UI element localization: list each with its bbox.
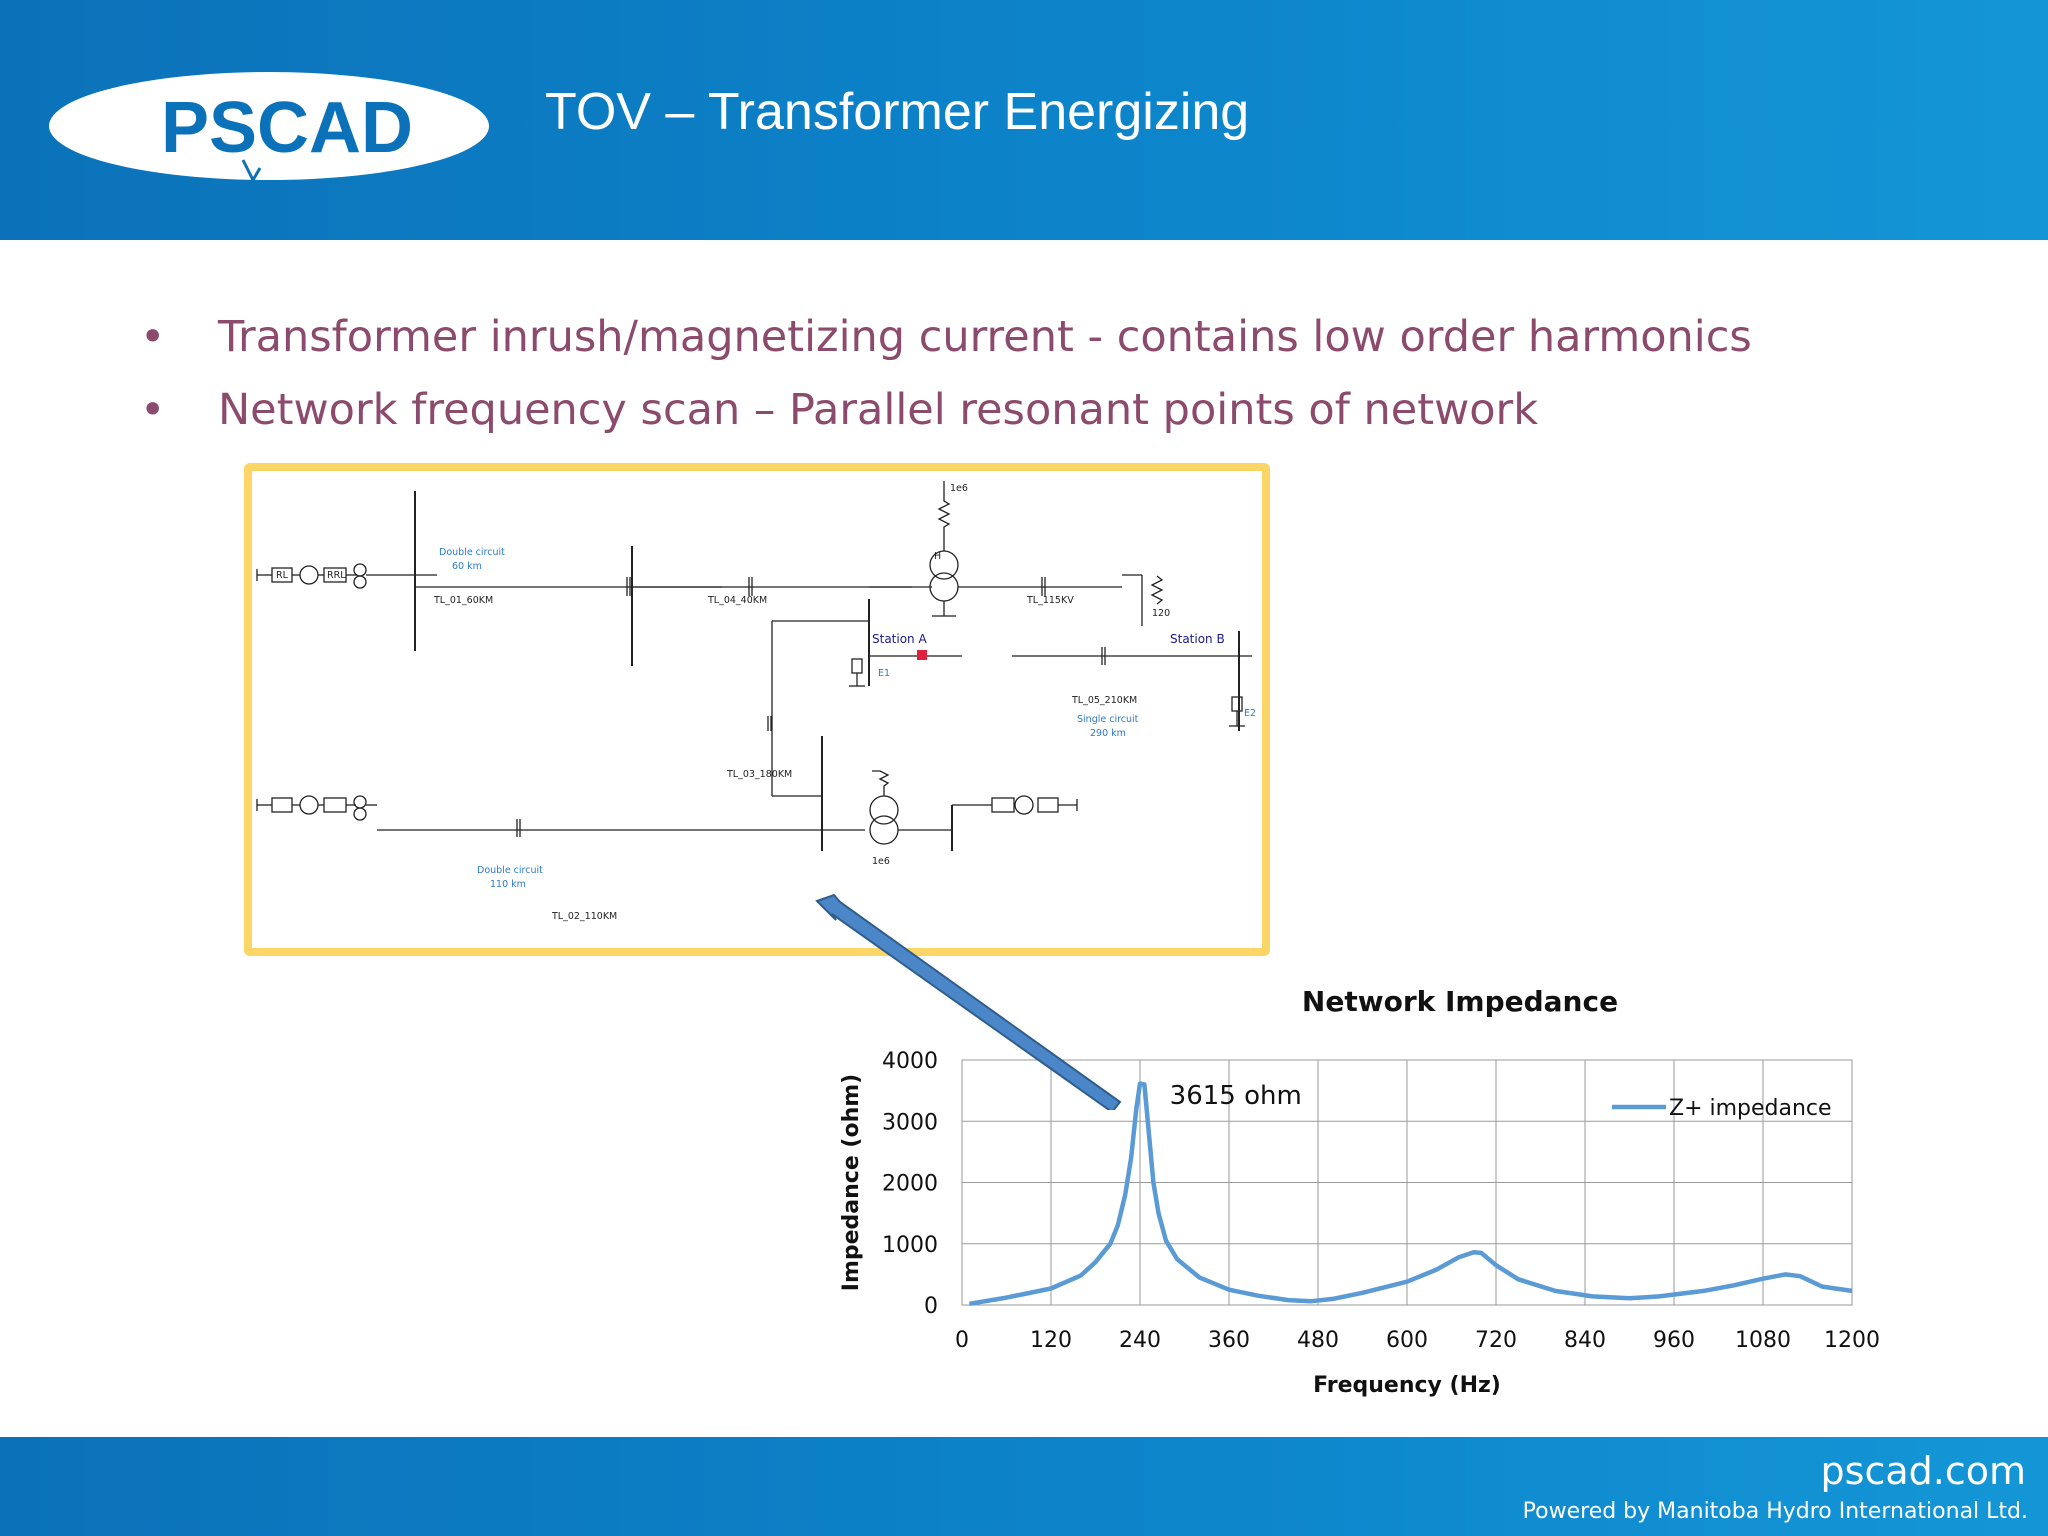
label-h: H [934,551,941,562]
legend-label: Z+ impedance [1669,1096,1832,1121]
x-tick-label: 600 [1386,1328,1428,1353]
bullet-item: • Transformer inrush/magnetizing current … [140,312,1752,385]
x-tick-label: 840 [1564,1328,1606,1353]
pscad-logo: PSCAD [49,72,489,184]
chart-title: Network Impedance [1301,985,1619,1018]
bullet-dot: • [140,385,166,435]
logo-text: PSCAD [161,88,413,168]
label-tl01: TL_01_60KM [433,595,493,606]
x-axis-label: Frequency (Hz) [1313,1373,1501,1398]
label-tl03: TL_03_180KM [726,769,792,780]
y-tick-label: 0 [924,1294,938,1319]
page-title: TOV – Transformer Energizing [545,83,1250,141]
label-e2: E2 [1244,708,1256,719]
label-tl115: TL_115KV [1026,595,1074,606]
label-1e6-bottom: 1e6 [872,856,890,867]
label-tl05: TL_05_210KM [1071,695,1137,706]
breaker-icon [917,650,927,660]
label-110km: 110 km [490,879,526,890]
footer-powered-by: Powered by Manitoba Hydro International … [1522,1499,2028,1524]
y-tick-label: 2000 [882,1172,938,1197]
y-tick-label: 4000 [882,1049,938,1074]
impedance-chart: 0 120 240 360 480 600 720 840 960 1080 1200 0 1000 20… [839,1049,1880,1398]
label-station-b: Station B [1170,632,1225,646]
label-double-circuit-60: Double circuit [439,547,505,558]
y-axis-label: Impedance (ohm) [839,1074,864,1291]
footer-banner: pscad.com Powered by Manitoba Hydro Inte… [0,1437,2048,1536]
pointer-arrow [815,893,1122,1110]
x-tick-label: 240 [1119,1328,1161,1353]
label-tl04: TL_04_40KM [707,595,767,606]
x-tick-label: 120 [1030,1328,1072,1353]
y-tick-label: 1000 [882,1233,938,1258]
bullet-text: Transformer inrush/magnetizing current -… [218,312,1752,362]
bullet-text: Network frequency scan – Parallel resona… [218,385,1539,435]
x-tick-label: 480 [1297,1328,1339,1353]
x-tick-label: 960 [1653,1328,1695,1353]
x-tick-label: 0 [955,1328,969,1353]
footer-url[interactable]: pscad.com [1820,1449,2026,1493]
label-e1: E1 [878,668,890,679]
label-290km: 290 km [1090,728,1126,739]
x-tick-label: 1200 [1824,1328,1880,1353]
label-double-circuit-110: Double circuit [477,865,543,876]
series-line [969,1081,1853,1307]
label-60km: 60 km [452,561,482,572]
y-tick-label: 3000 [882,1110,938,1135]
peak-annotation: 3615 ohm [1170,1081,1302,1111]
header-banner: PSCAD TOV – Transformer Energizing [0,0,2048,240]
label-r120: 120 [1152,608,1170,619]
label-tl02: TL_02_110KM [551,911,617,922]
x-tick-label: 720 [1475,1328,1517,1353]
label-rrl: RRL [327,570,346,581]
label-rl: RL [276,570,289,581]
label-1e6-top: 1e6 [950,483,968,494]
schematic-drawing: Double circuit 60 km TL_01_60KM TL_04_40… [256,481,1256,922]
bullet-list: • Transformer inrush/magnetizing current … [140,312,1752,458]
x-tick-label: 360 [1208,1328,1250,1353]
bullet-item: • Network frequency scan – Parallel reson… [140,385,1752,458]
bullet-dot: • [140,312,166,362]
label-station-a: Station A [872,632,927,646]
label-single-circuit: Single circuit [1077,714,1139,725]
network-schematic: Double circuit 60 km TL_01_60KM TL_04_40… [244,463,1270,956]
x-tick-label: 1080 [1735,1328,1791,1353]
